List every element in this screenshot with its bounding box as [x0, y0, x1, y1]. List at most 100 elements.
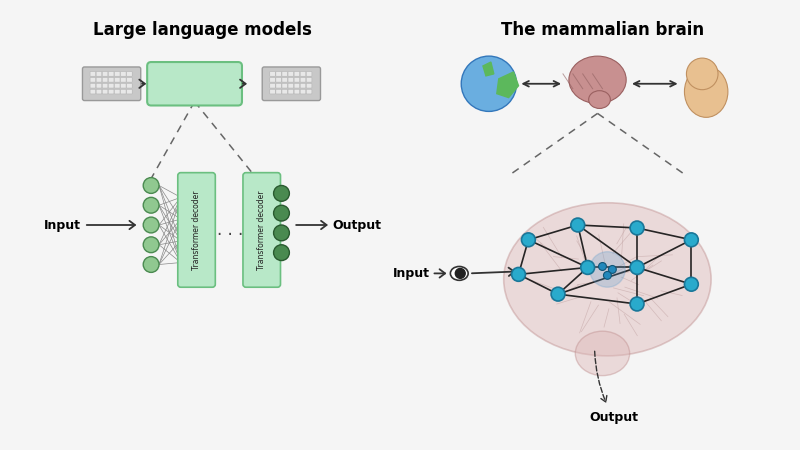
- Circle shape: [686, 58, 718, 90]
- FancyBboxPatch shape: [276, 77, 282, 82]
- FancyBboxPatch shape: [282, 90, 288, 94]
- Circle shape: [455, 269, 465, 279]
- Circle shape: [630, 221, 644, 235]
- Text: Transformer decoder: Transformer decoder: [192, 190, 201, 270]
- Text: Input: Input: [393, 267, 430, 280]
- FancyBboxPatch shape: [282, 72, 288, 76]
- FancyBboxPatch shape: [276, 72, 282, 76]
- Circle shape: [274, 205, 290, 221]
- Circle shape: [274, 245, 290, 261]
- FancyBboxPatch shape: [114, 72, 120, 76]
- FancyBboxPatch shape: [300, 83, 306, 88]
- FancyBboxPatch shape: [96, 77, 102, 82]
- FancyBboxPatch shape: [282, 83, 288, 88]
- FancyBboxPatch shape: [306, 90, 312, 94]
- FancyBboxPatch shape: [270, 83, 275, 88]
- FancyBboxPatch shape: [270, 90, 275, 94]
- FancyBboxPatch shape: [90, 77, 96, 82]
- FancyBboxPatch shape: [288, 90, 294, 94]
- Circle shape: [598, 262, 606, 270]
- Polygon shape: [497, 72, 518, 98]
- FancyBboxPatch shape: [178, 173, 215, 287]
- Ellipse shape: [575, 331, 630, 376]
- FancyBboxPatch shape: [276, 90, 282, 94]
- FancyBboxPatch shape: [108, 90, 114, 94]
- Circle shape: [685, 233, 698, 247]
- FancyBboxPatch shape: [306, 72, 312, 76]
- Text: The mammalian brain: The mammalian brain: [501, 22, 704, 40]
- FancyBboxPatch shape: [270, 72, 275, 76]
- FancyBboxPatch shape: [102, 83, 108, 88]
- FancyBboxPatch shape: [282, 77, 288, 82]
- FancyBboxPatch shape: [96, 72, 102, 76]
- Circle shape: [581, 261, 594, 274]
- FancyBboxPatch shape: [114, 77, 120, 82]
- Text: Input: Input: [44, 219, 81, 231]
- FancyBboxPatch shape: [121, 77, 126, 82]
- FancyBboxPatch shape: [121, 90, 126, 94]
- FancyBboxPatch shape: [82, 67, 141, 100]
- FancyBboxPatch shape: [294, 72, 300, 76]
- FancyBboxPatch shape: [262, 67, 321, 100]
- Ellipse shape: [450, 266, 468, 280]
- Circle shape: [590, 252, 625, 287]
- FancyBboxPatch shape: [121, 72, 126, 76]
- Ellipse shape: [589, 91, 610, 108]
- FancyBboxPatch shape: [121, 83, 126, 88]
- Circle shape: [571, 218, 585, 232]
- FancyBboxPatch shape: [126, 83, 132, 88]
- Text: Output: Output: [332, 219, 381, 231]
- FancyBboxPatch shape: [108, 83, 114, 88]
- Circle shape: [143, 256, 159, 272]
- Text: Large language models: Large language models: [93, 22, 312, 40]
- Text: . . .: . . .: [217, 221, 243, 239]
- FancyBboxPatch shape: [102, 90, 108, 94]
- FancyBboxPatch shape: [147, 62, 242, 105]
- FancyBboxPatch shape: [270, 77, 275, 82]
- FancyBboxPatch shape: [294, 83, 300, 88]
- FancyBboxPatch shape: [306, 77, 312, 82]
- Circle shape: [608, 266, 616, 274]
- FancyBboxPatch shape: [300, 90, 306, 94]
- Text: Output: Output: [590, 411, 639, 424]
- FancyBboxPatch shape: [288, 83, 294, 88]
- FancyBboxPatch shape: [90, 83, 96, 88]
- FancyBboxPatch shape: [288, 77, 294, 82]
- FancyBboxPatch shape: [300, 77, 306, 82]
- Ellipse shape: [504, 203, 711, 356]
- Ellipse shape: [569, 56, 626, 104]
- FancyBboxPatch shape: [126, 90, 132, 94]
- Circle shape: [143, 198, 159, 213]
- FancyBboxPatch shape: [306, 83, 312, 88]
- Circle shape: [143, 178, 159, 194]
- FancyBboxPatch shape: [276, 83, 282, 88]
- Circle shape: [274, 185, 290, 201]
- Circle shape: [274, 225, 290, 241]
- FancyBboxPatch shape: [294, 77, 300, 82]
- FancyBboxPatch shape: [102, 77, 108, 82]
- FancyBboxPatch shape: [294, 90, 300, 94]
- Ellipse shape: [685, 66, 728, 117]
- Circle shape: [143, 217, 159, 233]
- Text: Transformer decoder: Transformer decoder: [258, 190, 266, 270]
- Polygon shape: [483, 62, 494, 76]
- FancyBboxPatch shape: [126, 77, 132, 82]
- Circle shape: [551, 287, 565, 301]
- FancyBboxPatch shape: [102, 72, 108, 76]
- FancyBboxPatch shape: [90, 72, 96, 76]
- FancyBboxPatch shape: [114, 83, 120, 88]
- FancyBboxPatch shape: [126, 72, 132, 76]
- FancyBboxPatch shape: [288, 72, 294, 76]
- FancyBboxPatch shape: [108, 77, 114, 82]
- Circle shape: [512, 267, 526, 281]
- FancyBboxPatch shape: [96, 83, 102, 88]
- Circle shape: [143, 237, 159, 252]
- Circle shape: [685, 277, 698, 291]
- FancyBboxPatch shape: [96, 90, 102, 94]
- FancyBboxPatch shape: [243, 173, 281, 287]
- Circle shape: [630, 261, 644, 274]
- Circle shape: [522, 233, 535, 247]
- Circle shape: [630, 297, 644, 311]
- FancyBboxPatch shape: [300, 72, 306, 76]
- Circle shape: [462, 56, 517, 112]
